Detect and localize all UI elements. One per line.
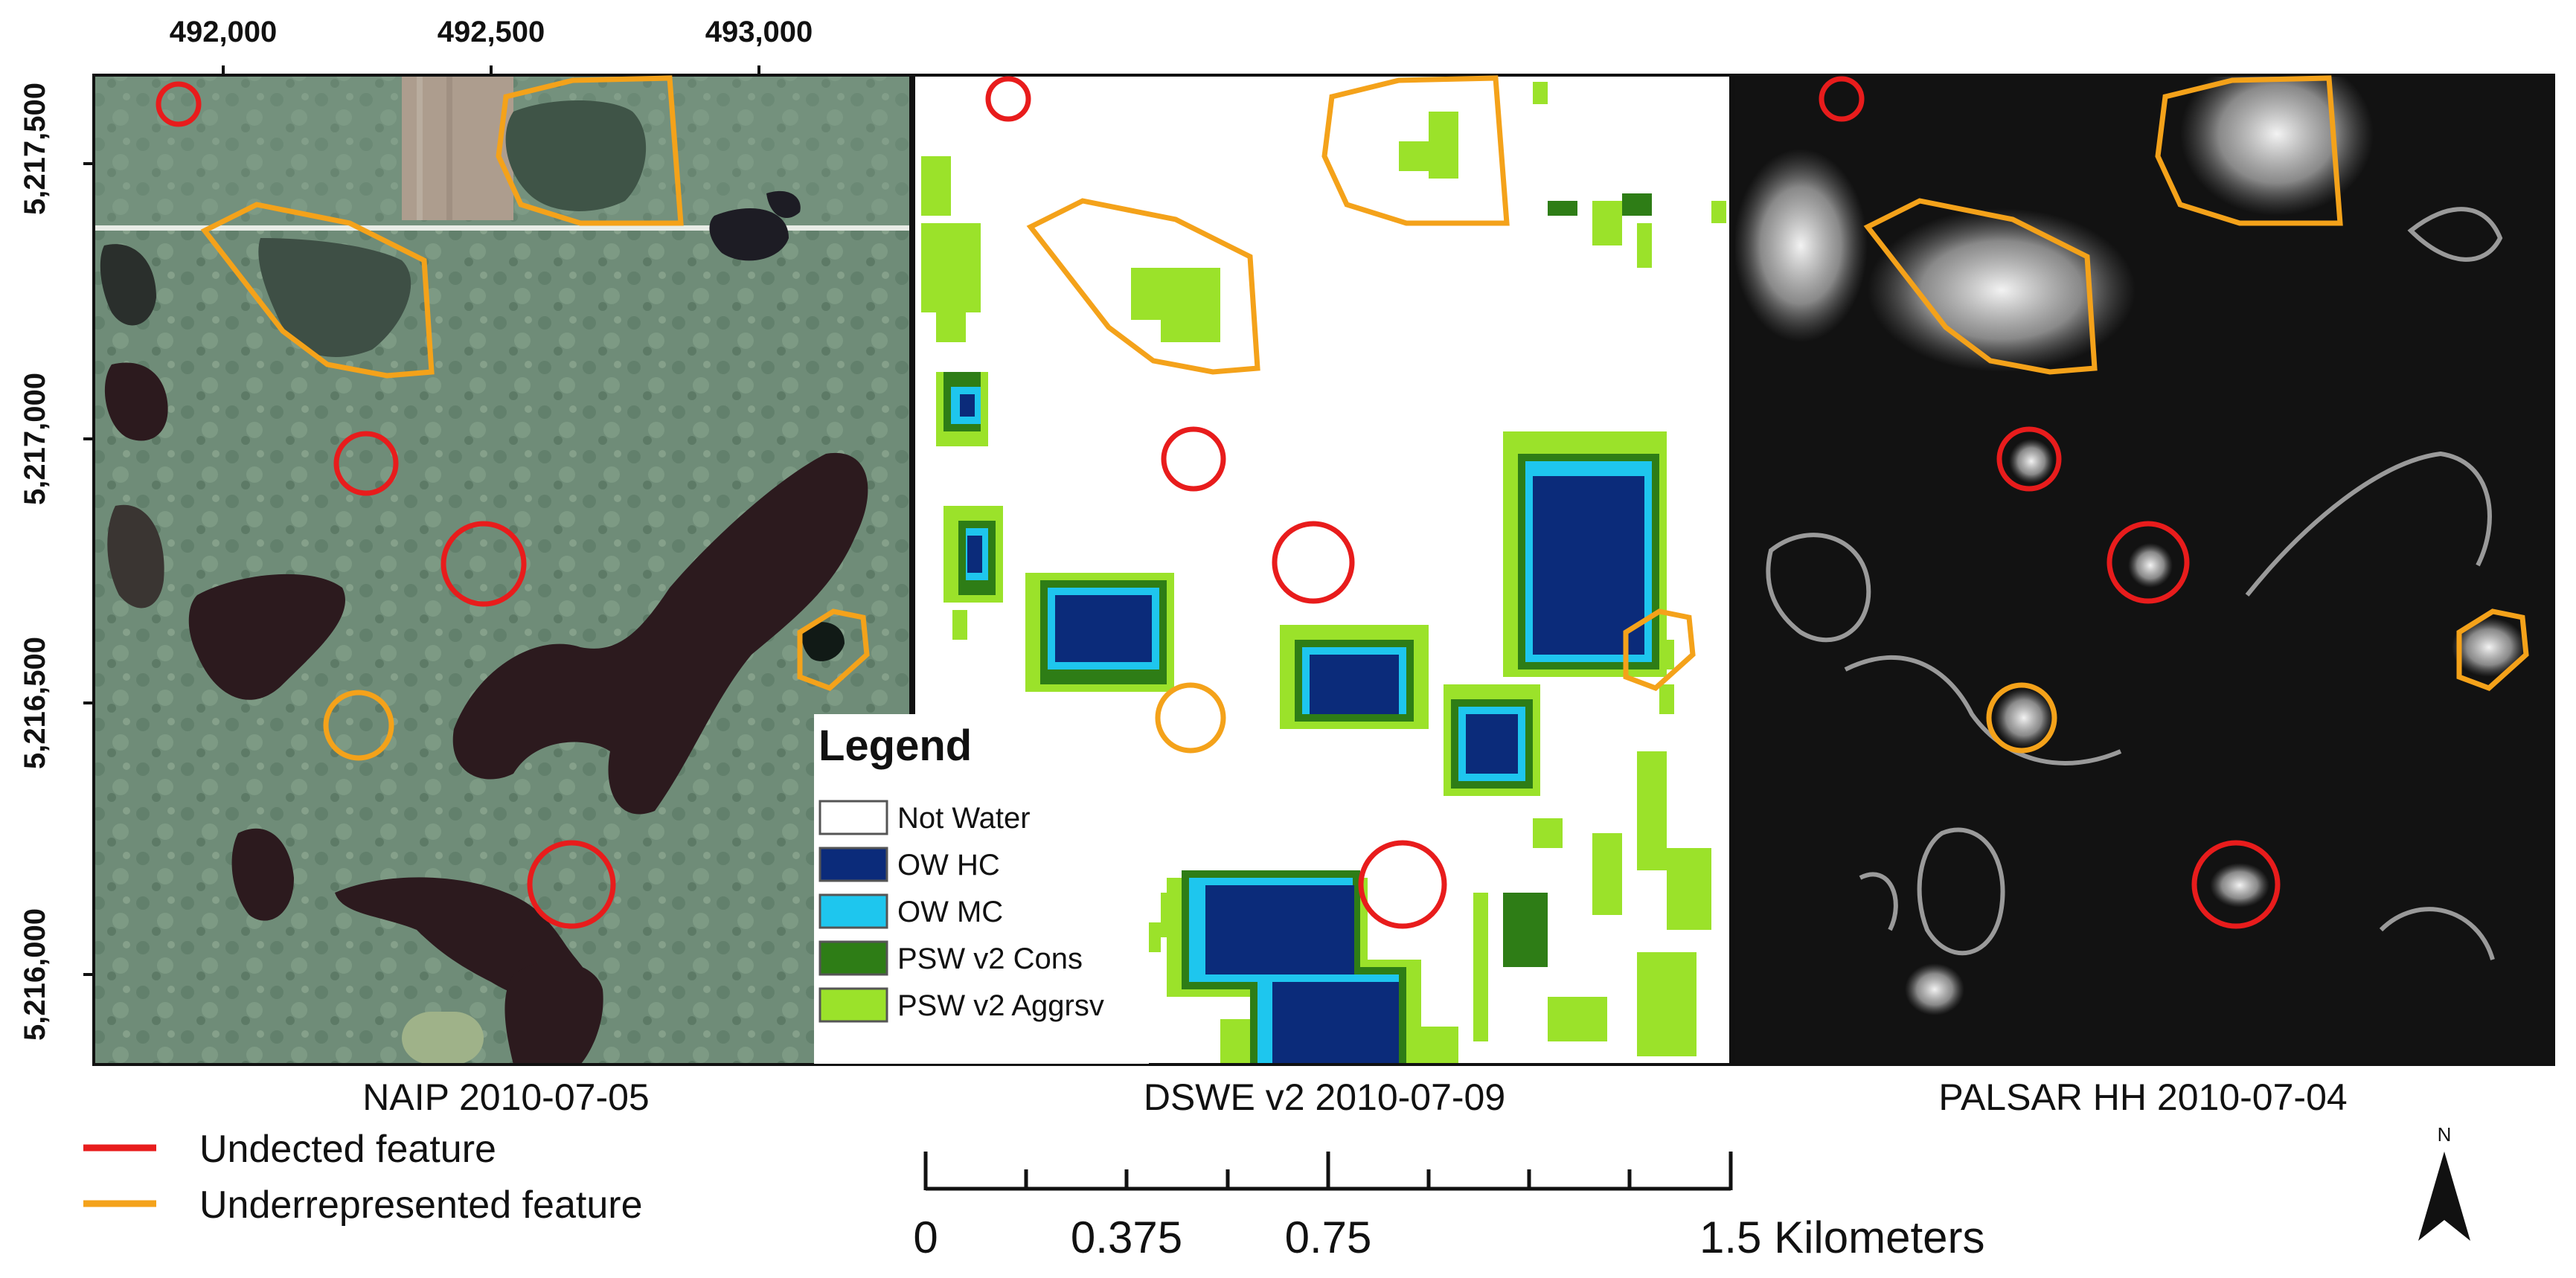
- scale-bar: 0 0.375 0.75 1.5 Kilometers: [913, 1152, 1985, 1262]
- y-axis-ticks: 5,217,500 5,217,000 5,216,500 5,216,000: [19, 83, 94, 1041]
- x-tick-label: 492,000: [170, 16, 278, 48]
- y-tick-label: 5,217,000: [19, 373, 51, 505]
- y-tick-label: 5,217,500: [19, 83, 51, 215]
- panel-caption-dswe: DSWE v2 2010-07-09: [1144, 1076, 1505, 1118]
- palsar-panel: [1734, 75, 2554, 1065]
- x-axis-ticks: 492,000 492,500 493,000: [170, 16, 813, 75]
- panel-caption-naip: NAIP 2010-07-05: [362, 1076, 649, 1118]
- naip-feature-outlines: [156, 75, 870, 929]
- legend-label: OW HC: [897, 849, 1000, 882]
- x-tick-label: 492,500: [438, 16, 545, 48]
- feature-key-label-underrepresented: Underrepresented feature: [199, 1184, 643, 1227]
- panel-caption-palsar: PALSAR HH 2010-07-04: [1938, 1076, 2347, 1118]
- scale-label: 0: [913, 1213, 938, 1262]
- palsar-feature-outlines: [1819, 75, 2529, 929]
- naip-panel: [94, 75, 911, 1065]
- legend-label: PSW v2 Cons: [897, 943, 1083, 975]
- legend-label: PSW v2 Aggrsv: [897, 989, 1104, 1022]
- legend-item-not-water: Not Water: [818, 800, 1031, 835]
- scale-label: 0.75: [1285, 1213, 1372, 1262]
- y-tick-label: 5,216,500: [19, 637, 51, 769]
- legend-title: Legend: [818, 722, 972, 770]
- legend-item-ow-hc: OW HC: [818, 847, 1000, 882]
- x-tick-label: 493,000: [705, 16, 813, 48]
- legend-label: OW MC: [897, 896, 1003, 928]
- legend: Legend Not Water OW HC OW MC PSW v2 Cons…: [814, 714, 1149, 1064]
- y-tick-label: 5,216,000: [19, 908, 51, 1041]
- north-arrow-label: N: [2438, 1123, 2452, 1146]
- legend-label: Not Water: [897, 802, 1031, 835]
- legend-item-ow-mc: OW MC: [818, 893, 1003, 929]
- legend-item-psw-aggrsv: PSW v2 Aggrsv: [818, 987, 1104, 1023]
- legend-item-psw-cons: PSW v2 Cons: [818, 940, 1083, 976]
- dswe-panel: [914, 75, 1731, 1065]
- scale-label: 1.5 Kilometers: [1699, 1213, 1985, 1262]
- north-arrow-icon: N: [2418, 1123, 2470, 1241]
- feature-key: Undected feature Underrepresented featur…: [83, 1128, 643, 1227]
- dswe-feature-outlines: [985, 75, 1696, 929]
- feature-key-label-undetected: Undected feature: [199, 1128, 496, 1171]
- scale-label: 0.375: [1071, 1213, 1182, 1262]
